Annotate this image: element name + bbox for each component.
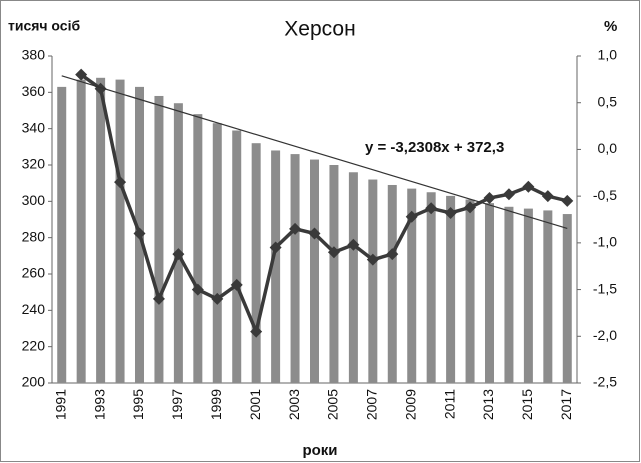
bar	[504, 206, 514, 383]
line-marker	[425, 202, 438, 215]
trendline-label: y = -3,2308x + 372,3	[365, 139, 504, 156]
bar	[173, 103, 183, 383]
y2-tick-label: 0,0	[598, 140, 618, 156]
line-marker	[172, 248, 185, 261]
line-marker	[94, 82, 107, 95]
bar	[271, 150, 281, 383]
x-tick-label: 2005	[325, 389, 341, 420]
line-marker	[269, 241, 282, 254]
x-tick-label: 2001	[247, 389, 263, 420]
y2-tick-label: -1,5	[593, 280, 617, 296]
bar	[251, 143, 261, 383]
line-marker	[522, 180, 535, 193]
line-marker	[347, 238, 360, 251]
y-tick-label: 200	[22, 374, 46, 390]
bar	[329, 165, 339, 383]
y2-tick-label: 1,0	[598, 47, 618, 63]
line-marker	[230, 278, 243, 291]
x-tick-label: 2003	[286, 389, 302, 420]
y-tick-label: 220	[22, 337, 46, 353]
y-tick-label: 280	[22, 228, 46, 244]
line-marker	[289, 222, 302, 235]
x-tick-label: 2015	[519, 389, 535, 420]
y-tick-label: 320	[22, 156, 46, 172]
y2-tick-label: -0,5	[593, 187, 617, 203]
bar	[523, 208, 533, 383]
line-marker	[152, 292, 165, 305]
bar	[543, 210, 553, 383]
trendline	[61, 75, 568, 230]
bar	[290, 154, 300, 383]
line-marker	[114, 176, 127, 189]
x-tick-label: 1993	[91, 389, 107, 420]
bar	[115, 79, 125, 383]
x-tick-label: 2011	[441, 389, 457, 419]
line-marker	[502, 188, 515, 201]
y2-tick-label: 0,5	[598, 93, 618, 109]
bar	[232, 130, 242, 383]
line-marker	[483, 192, 496, 205]
bar	[387, 184, 397, 383]
y-tick-label: 260	[22, 265, 46, 281]
y-tick-label: 240	[22, 301, 46, 317]
y-axis-label: тисяч осіб	[8, 18, 80, 34]
line-marker	[133, 227, 146, 240]
line-marker	[75, 68, 88, 81]
x-tick-label: 2017	[558, 389, 574, 420]
x-tick-label: 1999	[208, 389, 224, 420]
line-marker	[327, 246, 340, 259]
line-marker	[444, 206, 457, 219]
y-tick-label: 340	[22, 119, 46, 135]
y2-tick-label: -2,5	[593, 374, 617, 390]
x-tick-label: 2007	[364, 389, 380, 420]
bar	[562, 214, 572, 383]
y2-tick-label: -2,0	[593, 327, 617, 343]
bar	[96, 77, 106, 384]
y2-tick-label: -1,0	[593, 234, 617, 250]
line-marker	[250, 325, 263, 338]
bar	[212, 123, 222, 383]
y-tick-label: 380	[22, 47, 46, 63]
bar	[57, 86, 67, 383]
chart-title: Херсон	[284, 18, 355, 41]
x-tick-label: 2009	[402, 389, 418, 420]
line-marker	[405, 210, 418, 223]
y2-axis-label: %	[604, 18, 617, 35]
y-tick-label: 300	[22, 192, 46, 208]
line-marker	[561, 194, 574, 207]
x-tick-label: 1995	[130, 389, 146, 420]
bar	[76, 79, 86, 383]
bar	[485, 203, 494, 383]
bar	[310, 159, 319, 383]
x-tick-label: 1997	[169, 389, 185, 420]
bar	[407, 188, 417, 383]
bar	[193, 114, 203, 383]
bar	[446, 195, 456, 383]
line-marker	[464, 201, 477, 214]
line-marker	[541, 190, 554, 203]
x-tick-label: 1991	[52, 389, 68, 420]
x-axis-label: роки	[302, 442, 337, 459]
bar	[426, 192, 436, 383]
line-marker	[308, 227, 321, 240]
y-tick-label: 360	[22, 83, 46, 99]
bar	[368, 179, 378, 383]
bar	[465, 199, 475, 383]
bar	[348, 172, 358, 383]
line-marker	[366, 253, 379, 266]
bar	[154, 95, 164, 383]
line-marker	[191, 283, 204, 296]
line-marker	[211, 292, 224, 305]
line-marker	[386, 248, 399, 261]
x-tick-label: 2013	[480, 389, 496, 420]
